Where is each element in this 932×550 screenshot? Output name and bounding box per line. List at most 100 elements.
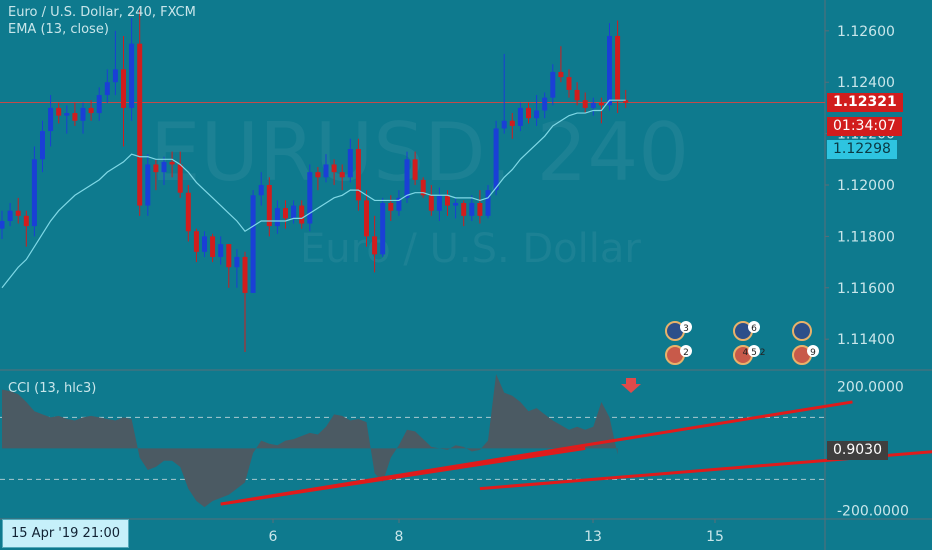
candle-body — [129, 43, 135, 108]
candle-body — [169, 161, 175, 165]
candle-body — [485, 190, 491, 216]
candle-body — [218, 244, 224, 257]
candle-body — [266, 185, 272, 227]
event-count-label: 4 5 2 — [743, 348, 766, 358]
candle-body — [428, 195, 434, 211]
candle-body — [153, 164, 159, 173]
last-price-tag: 1.12321 — [827, 93, 903, 112]
candle-body — [7, 210, 13, 221]
candle-body — [307, 172, 313, 224]
time-tick-label: 15 — [706, 529, 724, 545]
candle-body — [291, 205, 297, 219]
price-tick-label: 1.11400 — [837, 332, 895, 348]
cci-title[interactable]: CCI (13, hlc3) — [8, 381, 97, 396]
price-tick-label: 1.11600 — [837, 281, 895, 297]
price-tick-label: 1.11800 — [837, 229, 895, 245]
down-arrow-marker — [621, 378, 641, 393]
time-tick-label: 8 — [395, 529, 404, 545]
event-count-badge — [748, 321, 760, 333]
cci-tick-label: -200.0000 — [837, 503, 909, 519]
watermark-name: Euro / U.S. Dollar — [300, 226, 641, 272]
event-count-badge — [748, 345, 760, 357]
candle-body — [372, 236, 378, 255]
ema-legend[interactable]: EMA (13, close) — [8, 22, 109, 37]
event-count-label: 2 — [683, 348, 689, 358]
cci-trendline — [220, 400, 853, 506]
candle-body — [137, 43, 143, 206]
candle-body — [582, 100, 588, 108]
candle-body — [355, 149, 361, 201]
candle-body — [380, 202, 386, 255]
candle-body — [315, 172, 321, 178]
candle-body — [193, 231, 199, 252]
cci-legend: CCI (13, hlc3) — [8, 380, 96, 397]
countdown-tag: 01:34:07 — [827, 117, 902, 136]
candle-body — [48, 107, 54, 132]
candle-body — [283, 208, 288, 219]
ema-line — [1, 99, 626, 289]
candle-body — [493, 128, 499, 191]
candle-body — [566, 77, 572, 90]
candle-body — [40, 131, 45, 160]
candle-body — [80, 107, 86, 121]
candle-body — [185, 192, 191, 232]
time-tick-label: 13 — [584, 529, 602, 545]
candle-body — [412, 159, 418, 180]
candle-body — [623, 100, 629, 103]
candle-body — [542, 97, 548, 111]
candle-body — [15, 210, 21, 216]
candle-body — [56, 107, 62, 116]
crosshair-date-label: 15 Apr '19 21:00 — [2, 519, 130, 548]
eur-event-icon — [792, 321, 812, 341]
candle-body — [420, 179, 426, 196]
price-tick-label: 1.12000 — [837, 178, 895, 194]
symbol-title[interactable]: Euro / U.S. Dollar, 240, FXCM — [8, 5, 196, 20]
candle-body — [534, 110, 540, 119]
candle-body — [388, 202, 394, 211]
candle-body — [461, 202, 467, 216]
candle-body — [202, 236, 207, 252]
candle-body — [145, 164, 151, 206]
candle-body — [477, 202, 483, 216]
candle-body — [250, 195, 256, 293]
event-count-badge — [807, 345, 819, 357]
candle-body — [72, 113, 78, 121]
candle-body — [453, 202, 459, 206]
candle-body — [509, 120, 515, 126]
event-count-badge — [680, 321, 692, 333]
event-count-badge — [680, 345, 692, 357]
candle-body — [517, 107, 523, 126]
event-count-label: 6 — [751, 324, 757, 334]
candle-body — [404, 159, 410, 198]
candle-body — [347, 149, 353, 178]
candle-body — [558, 71, 564, 78]
candle-body — [299, 205, 305, 224]
candle-body — [331, 164, 337, 173]
price-tick-label: 1.12400 — [837, 75, 895, 91]
candle-body — [210, 236, 216, 257]
candle-body — [590, 102, 596, 108]
candle-body — [88, 107, 94, 114]
candle-body — [0, 220, 5, 229]
candle-body — [469, 202, 475, 216]
cci-trendline — [479, 450, 932, 491]
candle-body — [615, 35, 621, 101]
cci-area — [2, 374, 618, 508]
candle-body — [274, 208, 280, 227]
candle-body — [526, 107, 531, 119]
candle-body — [550, 71, 556, 98]
candle-body — [607, 35, 612, 106]
candle-body — [226, 244, 232, 268]
candle-body — [64, 113, 70, 116]
candle-body — [501, 120, 507, 129]
candle-body — [436, 195, 442, 211]
time-tick-label: 6 — [269, 529, 278, 545]
candle-body — [323, 164, 329, 178]
candle-body — [121, 69, 126, 108]
candle-body — [96, 95, 102, 114]
candle-body — [104, 82, 110, 96]
cci-tick-label: 200.0000 — [837, 379, 904, 395]
event-count-label: 9 — [810, 348, 816, 358]
